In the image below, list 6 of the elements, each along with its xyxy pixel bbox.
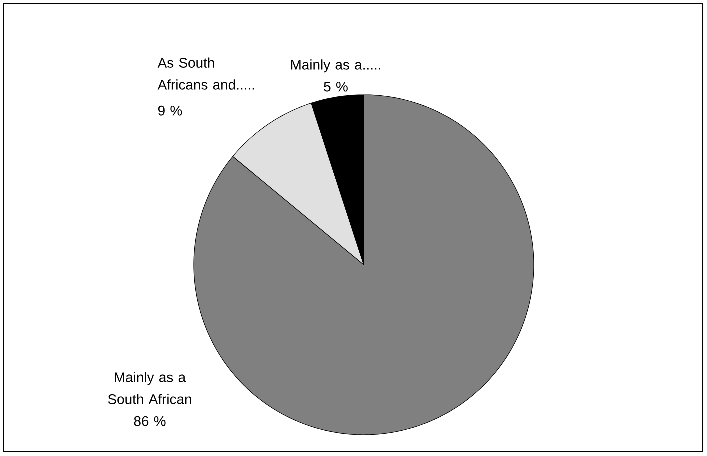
data-label: 9 % bbox=[158, 106, 182, 116]
data-label: 5 % bbox=[324, 82, 348, 92]
slice-label: Mainly as a South African bbox=[108, 372, 192, 404]
slice-label: Mainly as a..... bbox=[291, 60, 380, 73]
slice-label: As South Africans and..... bbox=[158, 58, 254, 90]
data-label: 86 % bbox=[134, 416, 166, 426]
